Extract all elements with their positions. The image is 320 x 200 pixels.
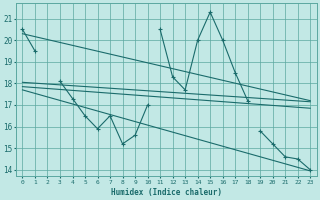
X-axis label: Humidex (Indice chaleur): Humidex (Indice chaleur)	[111, 188, 222, 197]
